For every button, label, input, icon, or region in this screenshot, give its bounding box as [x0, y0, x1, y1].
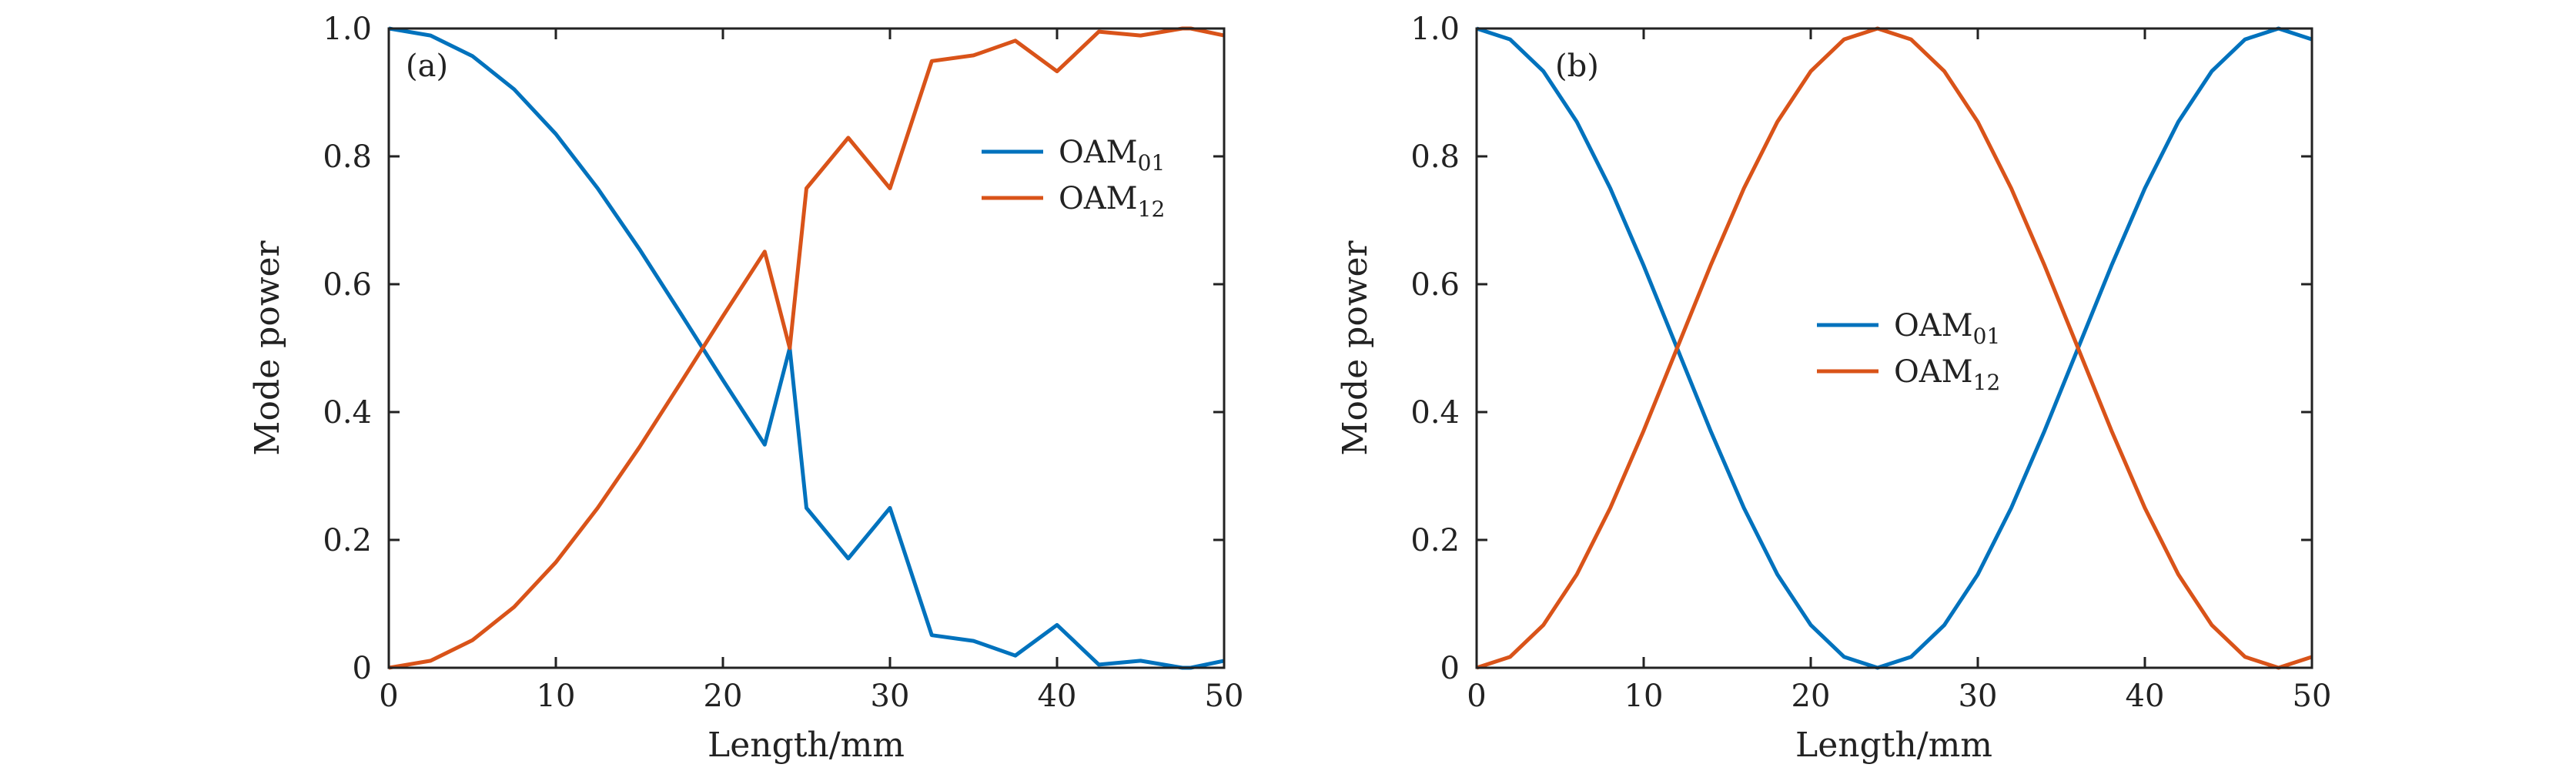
chart-a-y-tick-label: 1.0 [323, 12, 372, 47]
chart-b-y-tick-label: 0.2 [1410, 523, 1460, 558]
chart-b-y-tick-label: 0 [1440, 651, 1460, 686]
chart-a-plot-area [388, 26, 1225, 670]
chart-b-x-axis-title: Length/mm [1795, 726, 1992, 765]
chart-b-series-line-oam12 [1476, 26, 2313, 670]
chart-b-x-tick-label: 10 [1624, 679, 1664, 714]
chart-a-panel-label: (a) [406, 49, 448, 84]
chart-b-legend: OAM01 OAM12 [1817, 308, 2000, 395]
chart-b-frame [1475, 27, 2313, 669]
chart-a-x-tick-label: 50 [1205, 679, 1244, 714]
chart-a-y-tick-label: 0 [353, 651, 372, 686]
chart-a-x-tick-label: 0 [379, 679, 398, 714]
chart-b-axes: 0 10 20 30 40 50 0 0.2 0.4 0.6 0.8 1.0 [1410, 12, 2331, 714]
chart-b-y-axis-title: Mode power [1336, 240, 1375, 455]
chart-a-legend-label-oam12: OAM12 [1059, 181, 1165, 222]
chart-b-y-tick-label: 0.8 [1410, 139, 1460, 175]
chart-b-x-tick-label: 20 [1791, 679, 1831, 714]
chart-b-x-tick-label: 50 [2293, 679, 2332, 714]
chart-b-series-line-oam01 [1476, 26, 2313, 670]
chart-a-legend: OAM01 OAM12 [982, 135, 1165, 222]
chart-b-plot-area [1476, 26, 2313, 670]
chart-a-series-line-oam12 [388, 26, 1225, 670]
chart-b-panel-label: (b) [1555, 49, 1599, 84]
chart-a-x-tick-label: 10 [537, 679, 576, 714]
chart-a-y-tick-label: 0.6 [323, 267, 372, 303]
chart-panel-b: 0 10 20 30 40 50 0 0.2 0.4 0.6 0.8 1.0 (b) Length/m… [1336, 12, 2331, 765]
chart-b-x-tick-label: 40 [2126, 679, 2165, 714]
chart-b-x-tick-label: 0 [1467, 679, 1486, 714]
chart-a-y-axis-title: Mode power [248, 240, 287, 455]
chart-panel-a: 0 10 20 30 40 50 0 0.2 0.4 0.6 0.8 1.0 (a) Length/m… [248, 12, 1243, 765]
chart-a-legend-label-oam01: OAM01 [1059, 135, 1165, 176]
chart-b-y-tick-label: 0.6 [1410, 267, 1460, 303]
chart-a-frame [387, 27, 1226, 669]
chart-a-axes: 0 10 20 30 40 50 0 0.2 0.4 0.6 0.8 1.0 [323, 12, 1243, 714]
chart-a-y-tick-label: 0.2 [323, 523, 372, 558]
chart-a-x-tick-label: 20 [704, 679, 743, 714]
chart-b-legend-label-oam01: OAM01 [1894, 308, 2000, 349]
chart-b-x-tick-label: 30 [1959, 679, 1998, 714]
chart-b-y-tick-label: 1.0 [1410, 12, 1460, 47]
chart-a-y-tick-label: 0.8 [323, 139, 372, 175]
chart-a-x-tick-label: 40 [1038, 679, 1077, 714]
chart-b-y-tick-label: 0.4 [1410, 395, 1460, 431]
chart-a-x-axis-title: Length/mm [708, 726, 905, 765]
chart-a-y-tick-label: 0.4 [323, 395, 372, 431]
chart-b-legend-label-oam12: OAM12 [1894, 354, 2000, 395]
chart-a-x-tick-label: 30 [871, 679, 910, 714]
chart-a-series-line-oam01 [388, 26, 1225, 670]
